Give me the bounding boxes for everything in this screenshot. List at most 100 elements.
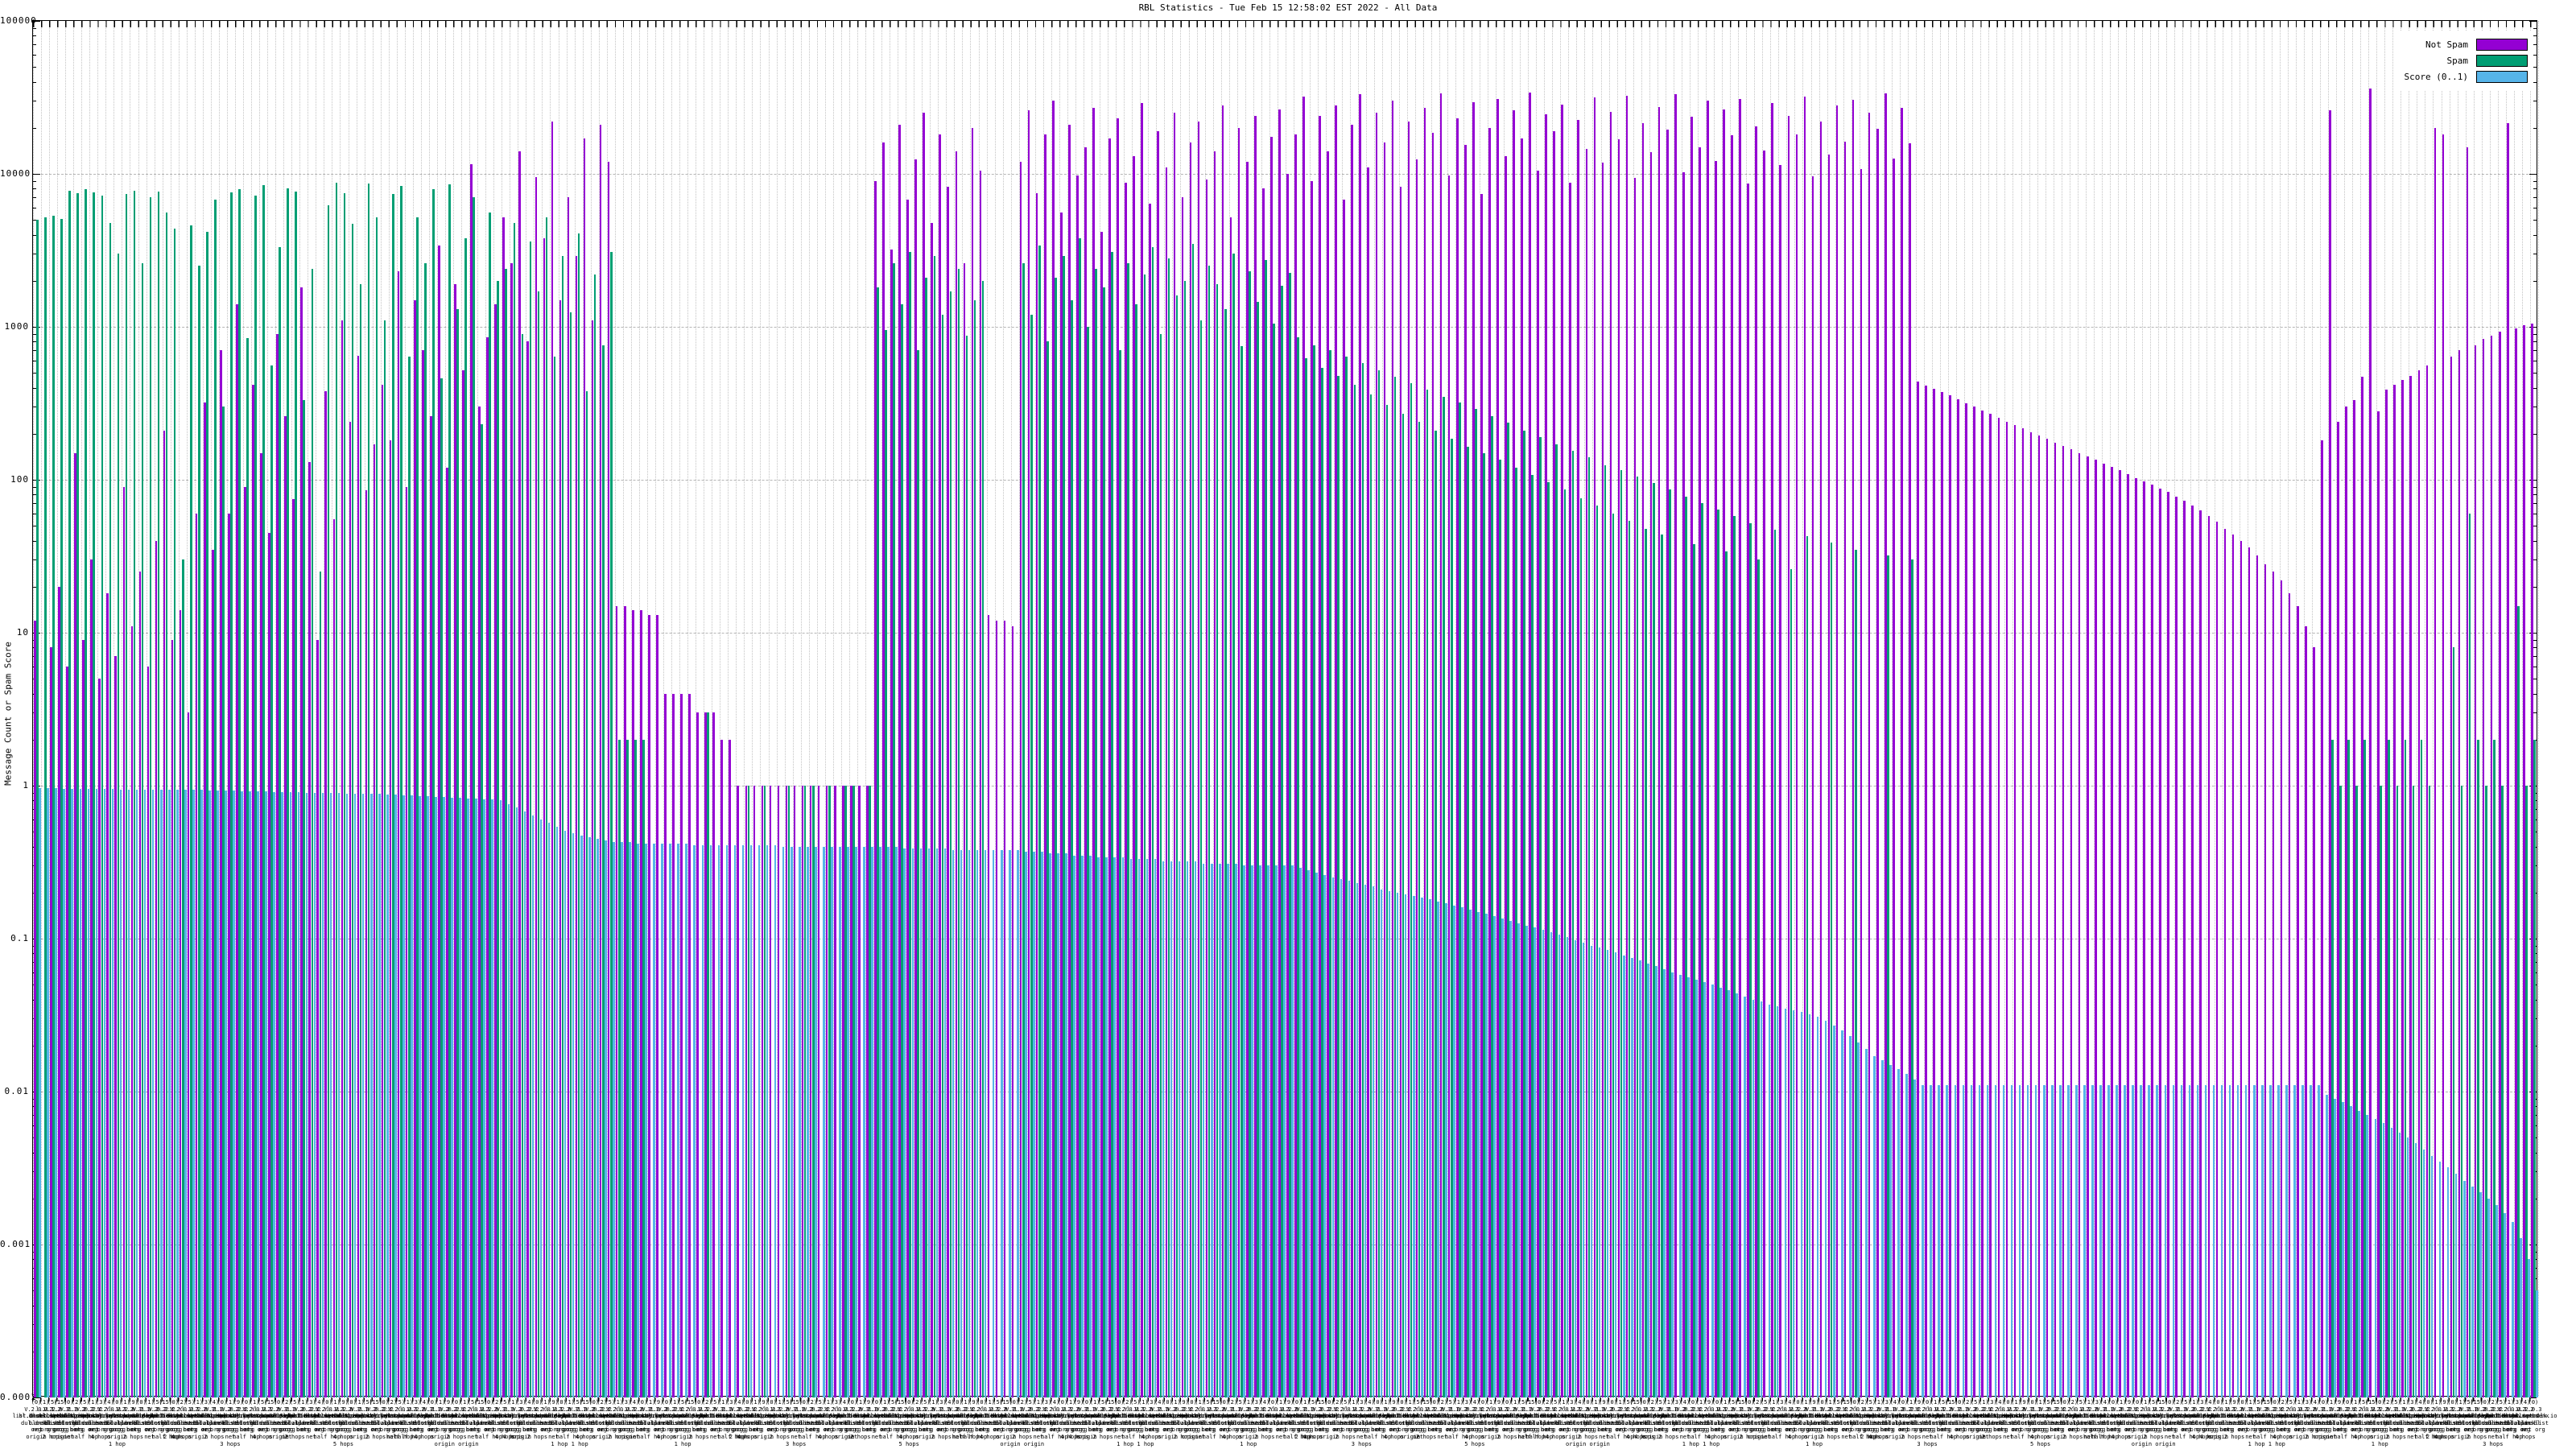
notspam-bar — [82, 639, 85, 1397]
notspam-bar — [2175, 496, 2178, 1397]
notspam-bar — [502, 217, 505, 1397]
x-tick-label: (0) 1.0.2 list.uceprot.nz blocklist org … — [196, 1399, 248, 1434]
spam-bar — [1030, 314, 1033, 1397]
notspam-bar — [1270, 136, 1273, 1397]
spam-bar — [1725, 551, 1728, 1397]
spam-bar — [1620, 470, 1623, 1397]
x-tick-label: (0) 0.2.Y bl.spamcop.nyt rbl.zone org or… — [1305, 1399, 1353, 1440]
score-bar — [2212, 1085, 2215, 1397]
gridline-vertical — [752, 21, 753, 1396]
gridline-vertical — [776, 21, 778, 1396]
spam-bar — [1450, 439, 1453, 1397]
notspam-bar — [1682, 172, 1685, 1397]
x-tick-label: (15) 2.0.3 zen.spamblk.io dnsbl.org gror… — [36, 1399, 85, 1440]
score-bar — [79, 789, 82, 1397]
notspam-bar — [2409, 375, 2413, 1397]
score-bar — [167, 790, 171, 1397]
gridline-vertical — [768, 21, 770, 1396]
gridline-vertical — [663, 21, 665, 1396]
y-minor-tic-right — [2533, 180, 2537, 182]
score-bar — [2204, 1085, 2207, 1397]
score-bar — [289, 791, 292, 1397]
y-major-tic-right — [2529, 174, 2537, 175]
score-bar — [1768, 1005, 1771, 1397]
x-tick-label: (2) 1.0.2 bl.blocklist.de list.bl net or… — [1942, 1399, 1993, 1434]
spam-bar — [2404, 739, 2407, 1397]
notspam-bar — [268, 532, 270, 1397]
notspam-bar — [292, 498, 295, 1397]
x-tick-label: (1) V.1.2 dnsbl.beetjevr blocklist org o… — [2065, 1399, 2113, 1440]
notspam-bar — [1852, 99, 1855, 1397]
gridline-vertical — [404, 21, 406, 1396]
score-bar — [2244, 1085, 2248, 1397]
score-bar — [1041, 852, 1043, 1397]
x-tick-label: (5) 2.2.Y rbl.interserver rbl.spam net o… — [1603, 1399, 1654, 1434]
gridline-vertical — [81, 21, 83, 1396]
x-tick-label: (0) V.1.2 dnsbl.rbl.webz rbl.zone org 2 … — [1483, 1399, 1531, 1440]
gridline-vertical — [1342, 21, 1344, 1396]
gridline-vertical — [428, 21, 430, 1396]
notspam-bar — [1617, 139, 1620, 1397]
score-bar — [733, 844, 737, 1397]
notspam-bar — [761, 786, 764, 1397]
notspam-bar — [397, 271, 400, 1397]
score-bar — [968, 849, 971, 1397]
spam-bar — [2428, 786, 2431, 1397]
gridline-vertical — [2085, 21, 2087, 1396]
score-bar — [515, 807, 518, 1397]
spam-bar — [181, 559, 184, 1397]
gridline-vertical — [1334, 21, 1335, 1396]
x-tick-label: (1) 2.0.3 bl.spamcop.nyt list.bl org net… — [1855, 1399, 1903, 1440]
spam-bar — [1224, 309, 1227, 1397]
notspam-bar — [1415, 159, 1418, 1397]
y-minor-tic-left — [33, 81, 36, 83]
notspam-bar — [341, 320, 344, 1397]
score-bar — [992, 849, 995, 1397]
notspam-bar — [656, 615, 658, 1397]
spam-bar — [1418, 421, 1421, 1397]
x-tick-label: (5) V.1.2 dnsbl.sorbs.nx rbl.net org org… — [28, 1399, 76, 1440]
notspam-bar — [631, 610, 634, 1397]
spam-bar — [287, 188, 289, 1397]
notspam-bar — [66, 667, 68, 1397]
x-tick-label: (5) V.2.1 dnsbl.beetjevr blocklist org n… — [554, 1399, 602, 1434]
x-tick-label: (4) 1.0.2 bl.nordspam.pl dnsbl.org net o… — [925, 1399, 973, 1434]
notspam-bar — [1633, 178, 1637, 1397]
spam-bar — [1733, 515, 1736, 1397]
notspam-bar — [510, 263, 513, 1397]
legend: Not Spam Spam Score (0..1) — [2399, 31, 2533, 90]
gridline-vertical — [1269, 21, 1270, 1396]
score-bar — [871, 846, 873, 1397]
gridline-vertical — [1140, 21, 1141, 1396]
spam-bar — [270, 365, 273, 1397]
gridline-vertical — [1722, 21, 1724, 1396]
notspam-bar — [34, 620, 36, 1397]
gridline-vertical — [2336, 21, 2338, 1396]
notspam-bar — [260, 452, 262, 1397]
notspam-bar — [801, 786, 804, 1397]
score-bar — [1154, 859, 1157, 1397]
gridline-vertical — [1932, 21, 1934, 1396]
notspam-bar — [906, 199, 909, 1397]
spam-bar — [44, 217, 47, 1397]
score-bar — [71, 789, 74, 1397]
notspam-bar — [365, 490, 368, 1397]
notspam-bar — [2280, 580, 2283, 1397]
gridline-horizontal — [33, 174, 2537, 175]
score-bar — [1356, 883, 1359, 1397]
spam-bar — [197, 266, 200, 1397]
notspam-bar — [324, 390, 328, 1397]
notspam-bar — [2046, 439, 2049, 1397]
spam-bar — [981, 280, 985, 1397]
x-tick-label: (3) V.2.0.3 dnsbl.zapbl.nt dul.dnsbl net… — [812, 1399, 861, 1434]
score-bar — [1227, 863, 1229, 1397]
notspam-bar — [2111, 467, 2113, 1397]
x-tick-label: (1) 2.2.Y bl.0spam.fusion blocklist org — [2330, 1399, 2381, 1434]
notspam-bar — [1513, 110, 1515, 1397]
x-tick-label: (0) l.1.2 dnsbl.zapbl.nt dnsbl.dul borg … — [675, 1399, 723, 1440]
notspam-bar — [357, 355, 360, 1397]
spam-bar — [1410, 382, 1413, 1397]
score-bar — [2342, 1102, 2344, 1397]
notspam-bar — [1505, 156, 1507, 1397]
x-tick-label: (0) V.2.0.3 bl.0spam.fusion rbl.zone org… — [2192, 1399, 2244, 1440]
